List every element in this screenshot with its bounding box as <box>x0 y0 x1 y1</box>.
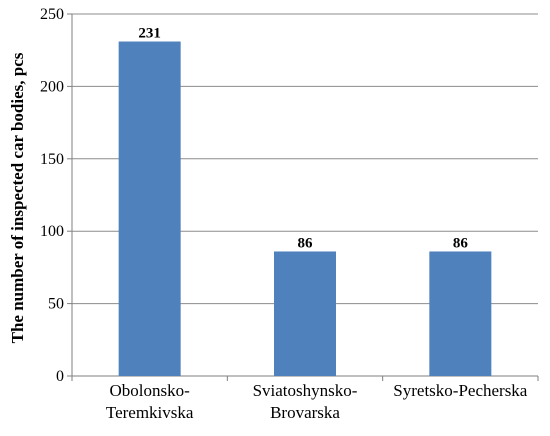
data-label: 231 <box>138 26 161 42</box>
y-tick-labels: 0 50 100 150 200 250 <box>40 6 64 385</box>
data-label: 86 <box>453 235 469 251</box>
data-label: 86 <box>298 235 314 251</box>
y-tick-label: 0 <box>56 368 64 385</box>
bar <box>274 251 336 376</box>
category-labels: Obolonsko- Teremkivska Sviatoshynsko- Brova… <box>106 381 528 422</box>
y-tick-label: 50 <box>48 296 64 313</box>
data-labels: 231 86 86 <box>138 26 468 252</box>
category-label: Obolonsko- <box>110 381 191 400</box>
category-label: Sviatoshynsko- <box>253 381 358 400</box>
y-axis-title: The number of inspected car bodies, pcs <box>8 52 27 343</box>
bars <box>118 41 492 377</box>
bar <box>429 251 492 376</box>
y-tick-label: 200 <box>40 78 64 95</box>
category-label: Teremkivska <box>106 403 194 422</box>
y-tick-label: 150 <box>40 151 64 168</box>
bar <box>118 41 181 377</box>
y-tick-label: 250 <box>40 6 64 23</box>
category-label: Brovarska <box>270 403 340 422</box>
category-label: Syretsko-Pecherska <box>393 381 528 400</box>
y-tick-label: 100 <box>40 223 64 240</box>
